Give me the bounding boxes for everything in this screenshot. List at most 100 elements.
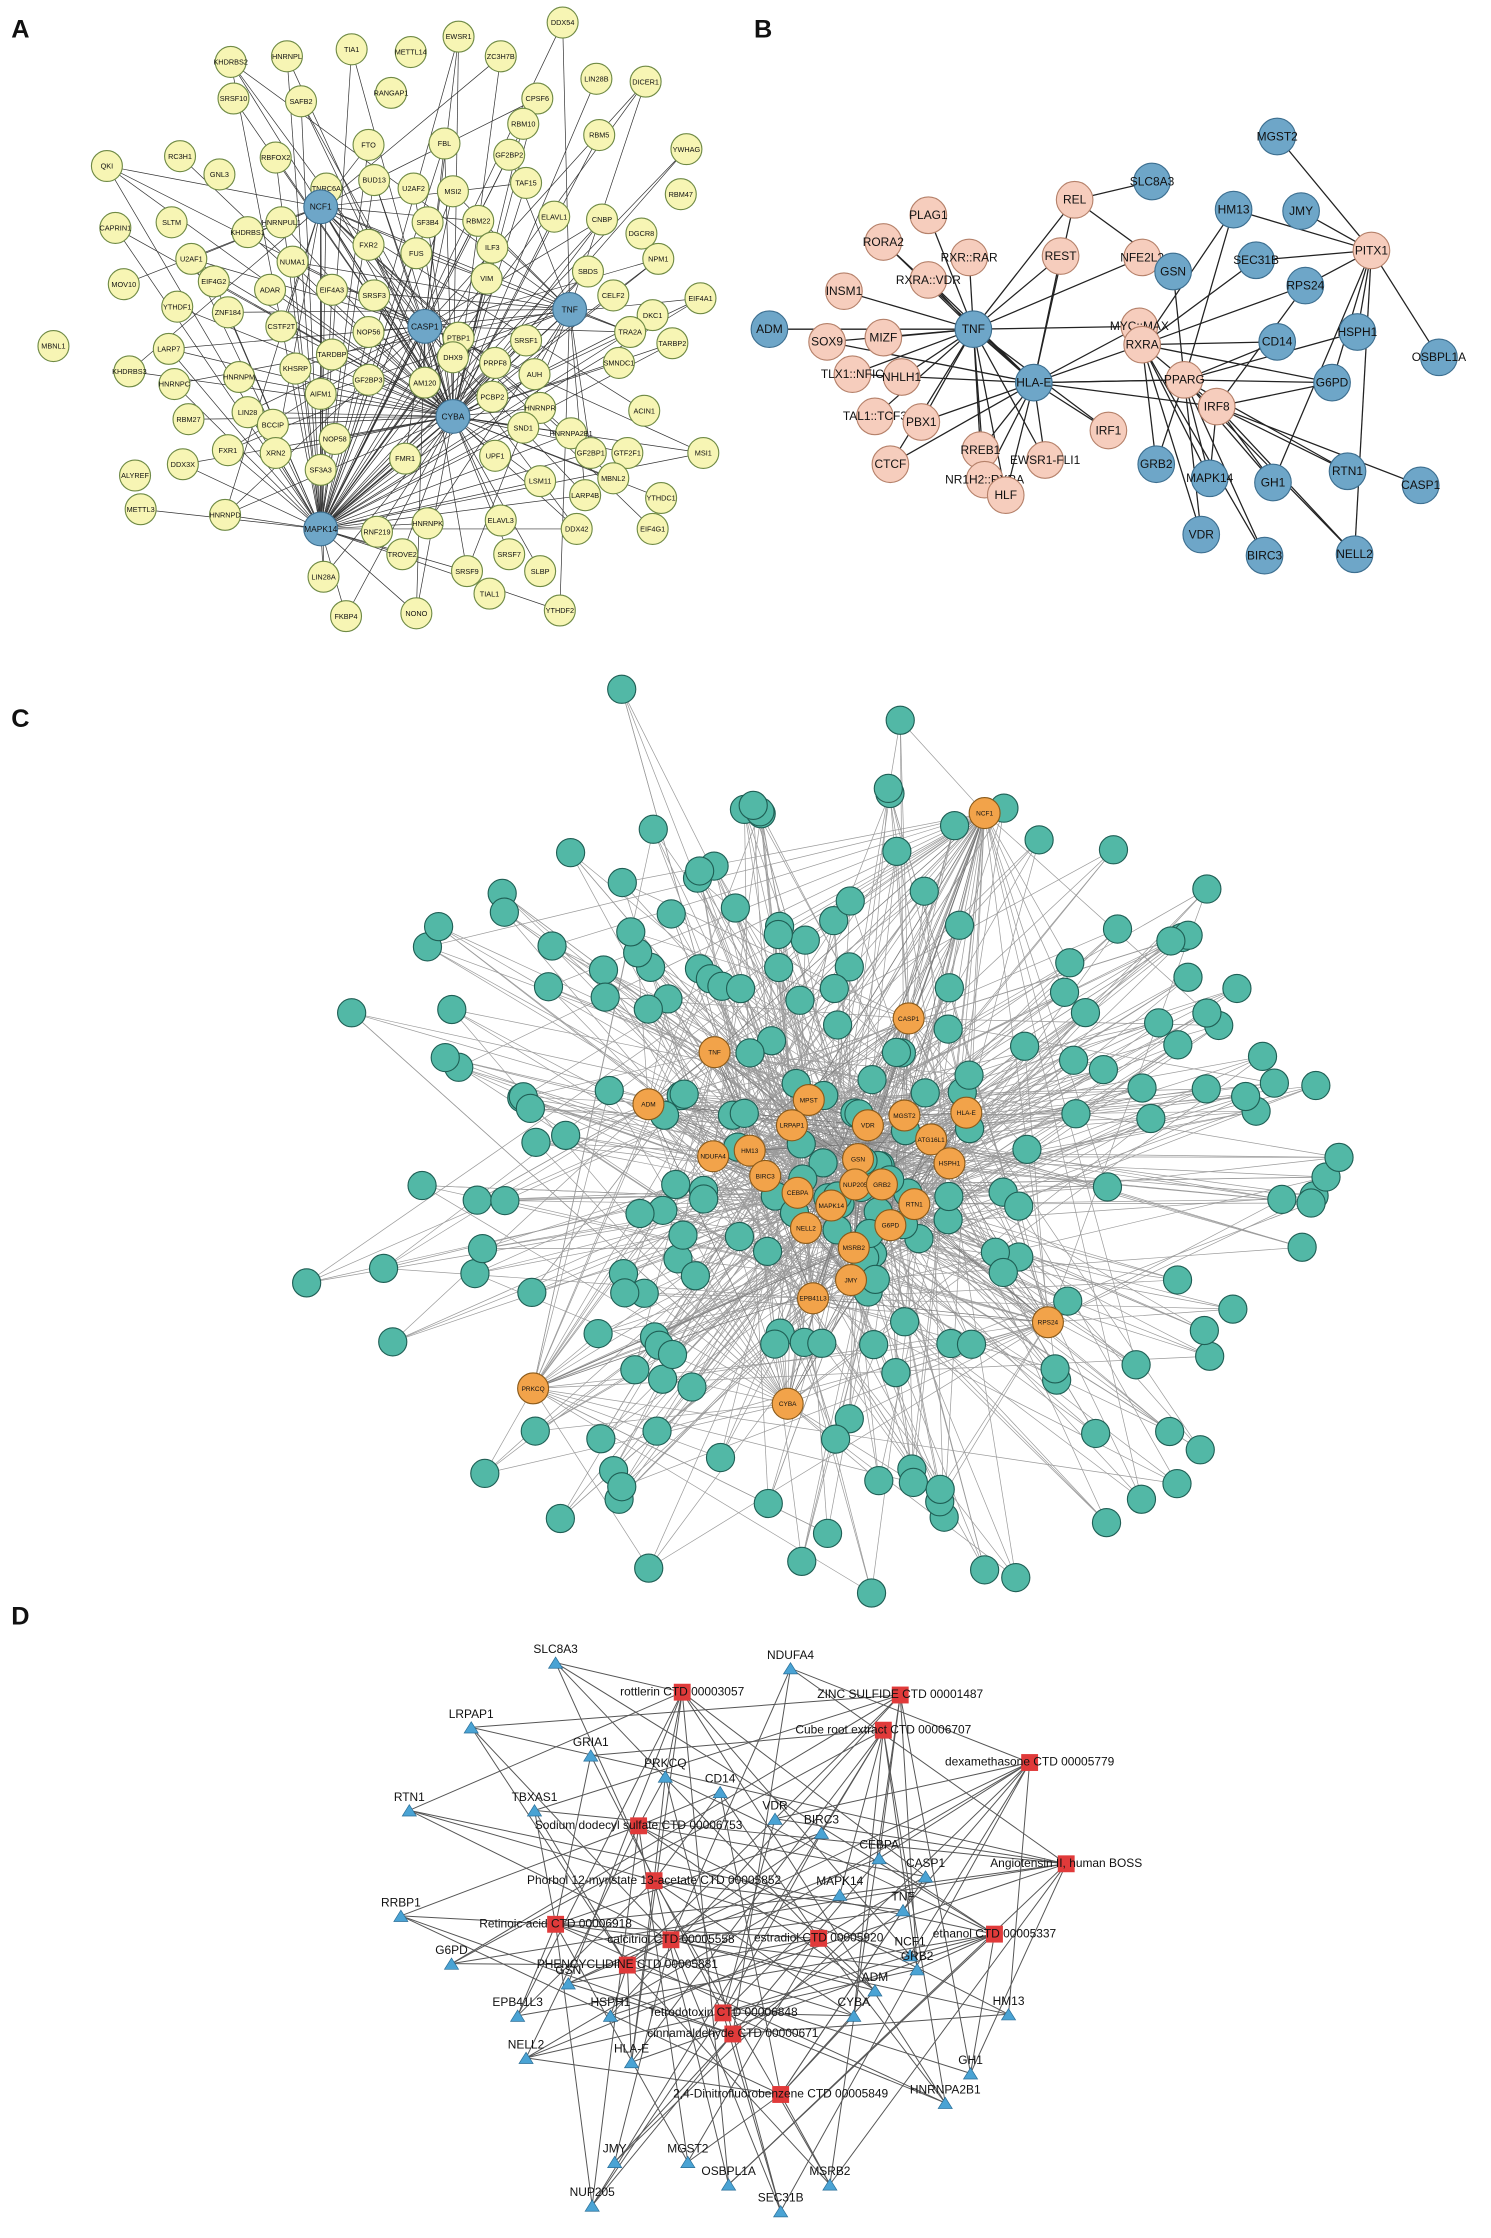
node	[1133, 162, 1171, 201]
node	[470, 1458, 500, 1489]
edge	[292, 261, 570, 310]
node	[819, 973, 849, 1004]
edge	[732, 2033, 782, 2212]
edge	[295, 368, 322, 529]
chemical-marker	[986, 1925, 1003, 1943]
node	[408, 366, 441, 399]
node	[969, 1555, 1000, 1585]
edge	[638, 1825, 876, 1991]
edge	[849, 1321, 1049, 1420]
node	[435, 398, 471, 434]
edge	[874, 812, 985, 1280]
chemical-marker	[1057, 1855, 1075, 1873]
node	[161, 290, 194, 323]
node	[203, 158, 236, 191]
node	[910, 1078, 940, 1108]
node-label: Cube root extract CTD 00006707	[795, 1722, 971, 1736]
node	[113, 355, 146, 388]
edge	[555, 1924, 689, 2163]
node	[620, 1355, 650, 1385]
node	[950, 1096, 983, 1129]
node	[197, 265, 230, 298]
node	[790, 925, 820, 955]
node	[507, 107, 540, 140]
edge	[1141, 344, 1211, 479]
edge	[882, 1730, 918, 1970]
edge	[452, 416, 541, 572]
node	[476, 231, 509, 264]
edge	[664, 1776, 734, 2035]
node	[1123, 238, 1162, 277]
node-label: TBXAS1	[512, 1790, 558, 1804]
edge	[654, 1880, 904, 1911]
edge	[568, 1937, 819, 1984]
chemical-marker	[724, 2025, 742, 2043]
node-label: METTL3	[127, 505, 155, 514]
node-label: TNF	[891, 1890, 914, 1904]
node	[1070, 997, 1101, 1028]
node	[1286, 266, 1325, 305]
node	[865, 1168, 898, 1201]
node-label: GSN	[1160, 264, 1186, 278]
edge	[451, 1009, 788, 1405]
node	[580, 62, 613, 95]
node-label: JMY	[603, 2141, 627, 2155]
edge	[1353, 250, 1373, 555]
node-label: DGCR8	[629, 229, 655, 238]
node-label: PRKCQ	[522, 1386, 545, 1393]
node	[1089, 411, 1128, 450]
node	[155, 206, 188, 239]
node	[352, 228, 385, 261]
edge	[320, 98, 538, 208]
node-label: GF2BP1	[577, 449, 605, 458]
edge	[818, 1876, 926, 1939]
edge	[1005, 382, 1035, 496]
node	[837, 1231, 870, 1264]
node	[933, 1014, 963, 1044]
edge	[373, 179, 426, 327]
node-label: GH1	[1261, 475, 1286, 489]
chemical-marker	[630, 1817, 648, 1835]
edge	[306, 812, 985, 1284]
node	[1001, 1562, 1031, 1593]
node	[510, 166, 543, 199]
node	[750, 310, 789, 349]
node-label: NPM1	[648, 255, 668, 264]
edge	[559, 309, 571, 611]
node	[1195, 1341, 1225, 1371]
edge	[722, 1832, 822, 2014]
edge	[970, 1934, 995, 2074]
node-label: DKC1	[643, 311, 662, 320]
node	[107, 268, 140, 301]
node-label: Phorbol 12-myristate 13-acetate CTD 0000…	[527, 1873, 782, 1887]
node-label: LARP4B	[571, 491, 599, 500]
node	[939, 811, 970, 841]
edge	[427, 946, 715, 1053]
node	[214, 45, 247, 78]
node	[555, 417, 588, 450]
edge	[591, 2012, 724, 2206]
edge	[621, 689, 859, 1160]
edge	[1024, 1046, 1049, 1323]
node-label: CEBPA	[787, 1190, 809, 1197]
node-label: NDUFA4	[700, 1154, 726, 1161]
edge	[774, 1818, 1067, 1865]
node-label: IRF8	[1204, 399, 1230, 413]
node	[815, 1189, 848, 1222]
node-label: SF3B4	[416, 218, 438, 227]
node-label: OSBPL1A	[1412, 350, 1466, 364]
edge	[535, 1142, 788, 1405]
node-label: GSN	[555, 1963, 581, 1977]
node-label: CSTF2T	[268, 322, 296, 331]
node	[493, 138, 526, 171]
node-label: RBM10	[511, 119, 535, 128]
edge	[808, 812, 985, 1101]
node-label: PLAG1	[909, 208, 948, 222]
chemical-marker	[547, 1915, 565, 1933]
edge	[471, 1726, 1067, 1865]
node	[1301, 1070, 1331, 1101]
edge	[631, 1933, 995, 2063]
edge	[224, 326, 426, 516]
node	[551, 1120, 581, 1150]
edge	[972, 329, 1007, 496]
